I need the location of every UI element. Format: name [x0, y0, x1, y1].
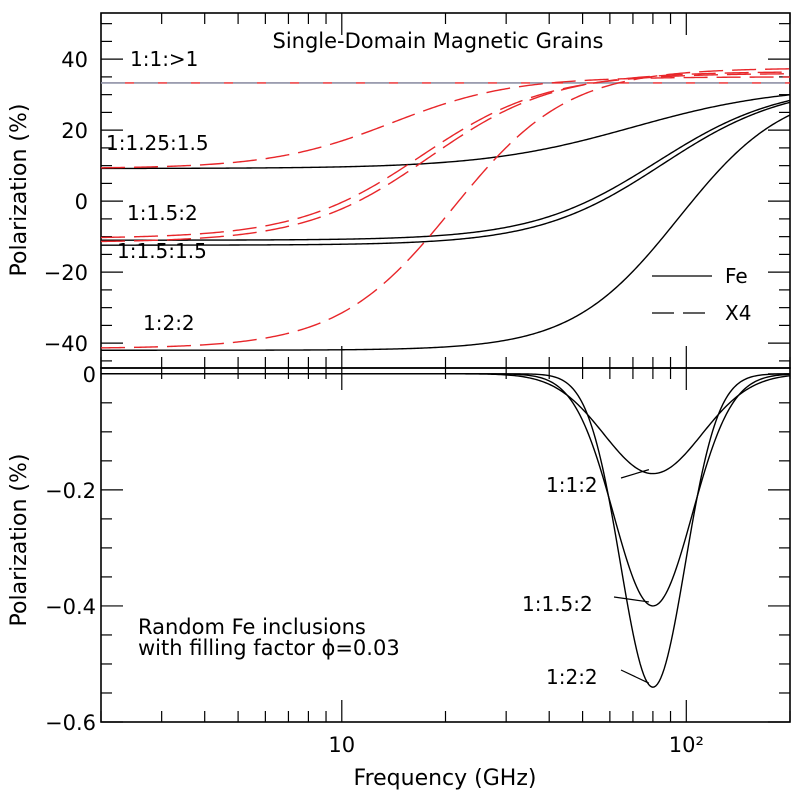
- y-tick-label: −0.2: [45, 479, 96, 503]
- bottom-ylabel: Polarization (%): [7, 454, 32, 627]
- note-line-1: Random Fe inclusions: [138, 615, 366, 639]
- annotation-leader: [620, 469, 650, 479]
- note-line-2: with filling factor ϕ=0.03: [138, 636, 400, 660]
- y-tick-label: 40: [61, 48, 88, 72]
- top-panel-title: Single-Domain Magnetic Grains: [273, 29, 604, 53]
- y-tick-label: −40: [44, 332, 88, 356]
- y-tick-label: −20: [44, 261, 88, 285]
- top-series-4: [101, 101, 790, 246]
- legend-label-fe: Fe: [725, 264, 748, 288]
- bottom-panel-ticks: [100, 368, 791, 723]
- bottom-series-2: [101, 373, 790, 688]
- annotation-1-1.5-2: 1:1.5:2: [127, 201, 198, 225]
- top-series-9: [101, 68, 790, 349]
- bottom-series-1: [101, 373, 790, 607]
- top-series-5: [101, 114, 790, 351]
- annotation-1-2-2: 1:2:2: [143, 311, 195, 335]
- y-tick-label: 20: [61, 119, 88, 143]
- top-series-3: [101, 99, 790, 241]
- bottom-annotation: 1:2:2: [546, 665, 598, 689]
- legend-label-x4: X4: [725, 301, 751, 325]
- y-tick-label: −0.4: [45, 595, 96, 619]
- bottom-annotation: 1:1:2: [546, 473, 598, 497]
- annotation-1-1.5-1.5: 1:1.5:1.5: [117, 239, 207, 263]
- y-tick-label: 0: [83, 363, 96, 387]
- top-series-7: [101, 73, 790, 239]
- xlabel: Frequency (GHz): [354, 766, 537, 791]
- top-panel-series: [101, 68, 790, 351]
- annotation-leader: [620, 669, 650, 684]
- top-panel-ticks: [100, 13, 791, 368]
- bottom-panel-series: [101, 373, 790, 688]
- x-tick-label: 10²: [669, 733, 704, 757]
- top-series-8: [101, 71, 790, 243]
- top-series-2: [101, 94, 790, 170]
- annotation-1-1.25-1.5: 1:1.25:1.5: [106, 131, 209, 155]
- top-panel-frame: [100, 12, 791, 369]
- top-series-6: [101, 76, 790, 169]
- bottom-annotation: 1:1.5:2: [522, 592, 593, 616]
- annotation-1-1-gt1: 1:1:>1: [130, 47, 198, 71]
- y-tick-label: 0: [75, 190, 88, 214]
- y-tick-label: −0.6: [45, 711, 96, 735]
- top-ylabel: Polarization (%): [7, 104, 32, 277]
- annotation-leader: [613, 596, 649, 603]
- x-tick-label: 10: [328, 733, 355, 757]
- bottom-panel-frame: [100, 367, 791, 723]
